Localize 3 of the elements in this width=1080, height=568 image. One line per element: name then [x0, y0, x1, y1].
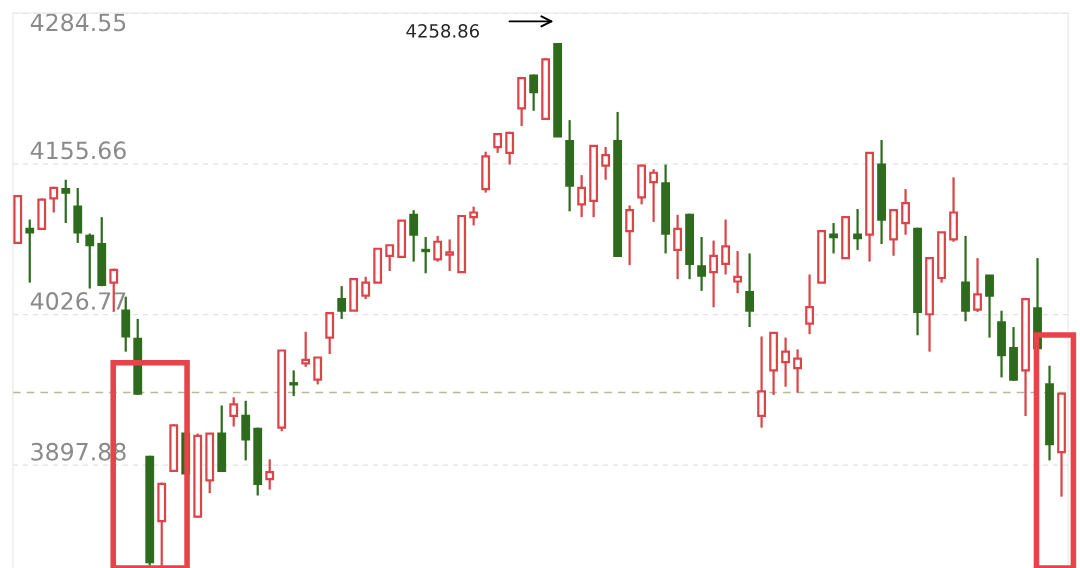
annotation: 4258.86 [406, 24, 480, 38]
y-tick-label: 4284.55 [30, 13, 126, 32]
y-tick-label: 4155.66 [30, 141, 126, 160]
